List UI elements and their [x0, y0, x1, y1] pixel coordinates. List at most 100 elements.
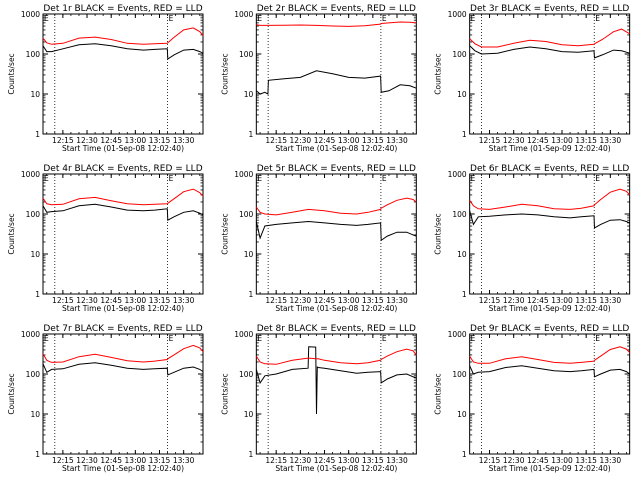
series-line-black	[469, 210, 630, 229]
x-axis-label: Start Time (01-Sep-08 12:02:40)	[62, 304, 184, 313]
y-tick-label: 1	[35, 130, 40, 139]
panel-5: Det 5r BLACK = Events, RED = LLD 1 10 100 10…	[220, 164, 417, 313]
x-tick-label: 12:15	[52, 296, 74, 305]
y-axis-label: Counts/sec	[7, 373, 16, 414]
x-tick-label: 13:30	[386, 456, 408, 465]
x-tick-label: 13:00	[551, 456, 573, 465]
x-tick-label: 13:00	[551, 136, 573, 145]
panel-title: Det 3r BLACK = Events, RED = LLD	[470, 4, 629, 14]
event-marker: E	[257, 174, 262, 183]
y-tick-label: 1	[462, 130, 467, 139]
x-tick-label: 12:45	[527, 136, 549, 145]
event-marker: E	[471, 334, 476, 343]
panel-title: Det 4r BLACK = Events, RED = LLD	[43, 164, 202, 174]
y-tick-label: 10	[30, 250, 40, 259]
series-line-red	[469, 28, 630, 48]
y-tick-label: 10	[244, 90, 254, 99]
x-tick-label: 12:30	[503, 296, 525, 305]
series-line-red	[255, 348, 417, 365]
y-tick-label: 100	[26, 50, 41, 59]
x-tick-label: 13:00	[338, 136, 360, 145]
x-axis-label: Start Time (01-Sep-08 12:02:40)	[275, 144, 397, 153]
x-axis-label: Start Time (01-Sep-08 12:02:40)	[62, 464, 184, 473]
y-tick-label: 1000	[448, 170, 467, 179]
x-tick-label: 12:30	[290, 296, 312, 305]
y-tick-label: 1	[35, 290, 40, 299]
x-tick-label: 13:15	[149, 136, 171, 145]
x-tick-label: 12:45	[100, 296, 122, 305]
series-line-black	[255, 70, 417, 95]
x-tick-label: 12:15	[479, 456, 501, 465]
event-marker: E	[595, 174, 600, 183]
x-tick-label: 12:45	[527, 456, 549, 465]
x-axis-label: Start Time (01-Sep-08 12:02:40)	[275, 304, 397, 313]
event-marker: E	[382, 14, 387, 23]
x-tick-label: 12:15	[265, 296, 287, 305]
x-tick-label: 12:30	[290, 456, 312, 465]
plot-frame	[255, 173, 417, 295]
y-tick-label: 1	[462, 450, 467, 459]
series-line-red	[42, 27, 204, 45]
series-line-black	[42, 203, 204, 222]
panel-title: Det 7r BLACK = Events, RED = LLD	[43, 324, 202, 334]
series-line-black	[255, 220, 417, 242]
y-axis-label: Counts/sec	[7, 53, 16, 94]
y-tick-label: 10	[244, 250, 254, 259]
series-line-red	[42, 188, 204, 206]
x-tick-label: 12:15	[265, 136, 287, 145]
event-marker: E	[257, 14, 262, 23]
y-tick-label: 100	[26, 210, 41, 219]
x-tick-label: 12:30	[76, 296, 98, 305]
x-axis-label: Start Time (01-Sep-09 12:02:40)	[489, 464, 611, 473]
x-tick-label: 12:30	[503, 456, 525, 465]
x-tick-label: 12:45	[314, 456, 336, 465]
series-line-red	[469, 346, 631, 364]
plot-frame	[469, 333, 631, 455]
y-tick-label: 100	[239, 210, 254, 219]
y-tick-label: 1000	[21, 330, 40, 339]
x-tick-label: 12:15	[52, 136, 74, 145]
panel-title: Det 9r BLACK = Events, RED = LLD	[470, 324, 629, 334]
panel-title: Det 2r BLACK = Events, RED = LLD	[257, 4, 416, 14]
plot-frame	[42, 173, 204, 295]
event-marker: E	[44, 174, 49, 183]
y-axis-label: Counts/sec	[220, 213, 229, 254]
panel-2: Det 2r BLACK = Events, RED = LLD 1 10 100 10…	[220, 4, 417, 153]
x-tick-label: 13:30	[173, 296, 195, 305]
event-marker: E	[257, 334, 262, 343]
panel-title: Det 5r BLACK = Events, RED = LLD	[257, 164, 416, 174]
x-tick-label: 13:15	[362, 456, 384, 465]
x-tick-label: 13:30	[600, 136, 622, 145]
x-axis-label: Start Time (01-Sep-08 12:02:40)	[62, 144, 184, 153]
x-tick-label: 13:15	[575, 456, 597, 465]
y-tick-label: 1000	[234, 330, 253, 339]
y-tick-label: 10	[30, 410, 40, 419]
x-tick-label: 12:15	[479, 136, 501, 145]
y-tick-label: 10	[30, 90, 40, 99]
x-tick-label: 12:30	[503, 136, 525, 145]
x-tick-label: 13:00	[551, 296, 573, 305]
x-tick-label: 13:00	[125, 136, 147, 145]
y-tick-label: 100	[452, 210, 467, 219]
x-tick-label: 13:30	[173, 136, 195, 145]
x-tick-label: 12:30	[76, 456, 98, 465]
panel-7: Det 7r BLACK = Events, RED = LLD 1 10 100 10…	[7, 324, 204, 473]
y-tick-label: 100	[452, 50, 467, 59]
y-axis-label: Counts/sec	[434, 53, 443, 94]
series-line-black	[255, 346, 417, 415]
x-tick-label: 12:45	[100, 136, 122, 145]
y-tick-label: 10	[457, 250, 467, 259]
event-marker: E	[169, 174, 174, 183]
y-tick-label: 1000	[448, 330, 467, 339]
y-tick-label: 1000	[234, 10, 253, 19]
series-line-black	[42, 43, 204, 60]
plot-frame	[42, 13, 204, 135]
x-tick-label: 12:15	[265, 456, 287, 465]
y-tick-label: 1000	[21, 170, 40, 179]
panel-6: Det 6r BLACK = Events, RED = LLD 1 10 100 10…	[434, 164, 631, 313]
x-tick-label: 12:30	[290, 136, 312, 145]
y-tick-label: 1	[462, 290, 467, 299]
x-axis-label: Start Time (01-Sep-09 12:02:40)	[489, 144, 611, 153]
panel-1: Det 1r BLACK = Events, RED = LLD 1 10 100 10…	[7, 4, 204, 153]
